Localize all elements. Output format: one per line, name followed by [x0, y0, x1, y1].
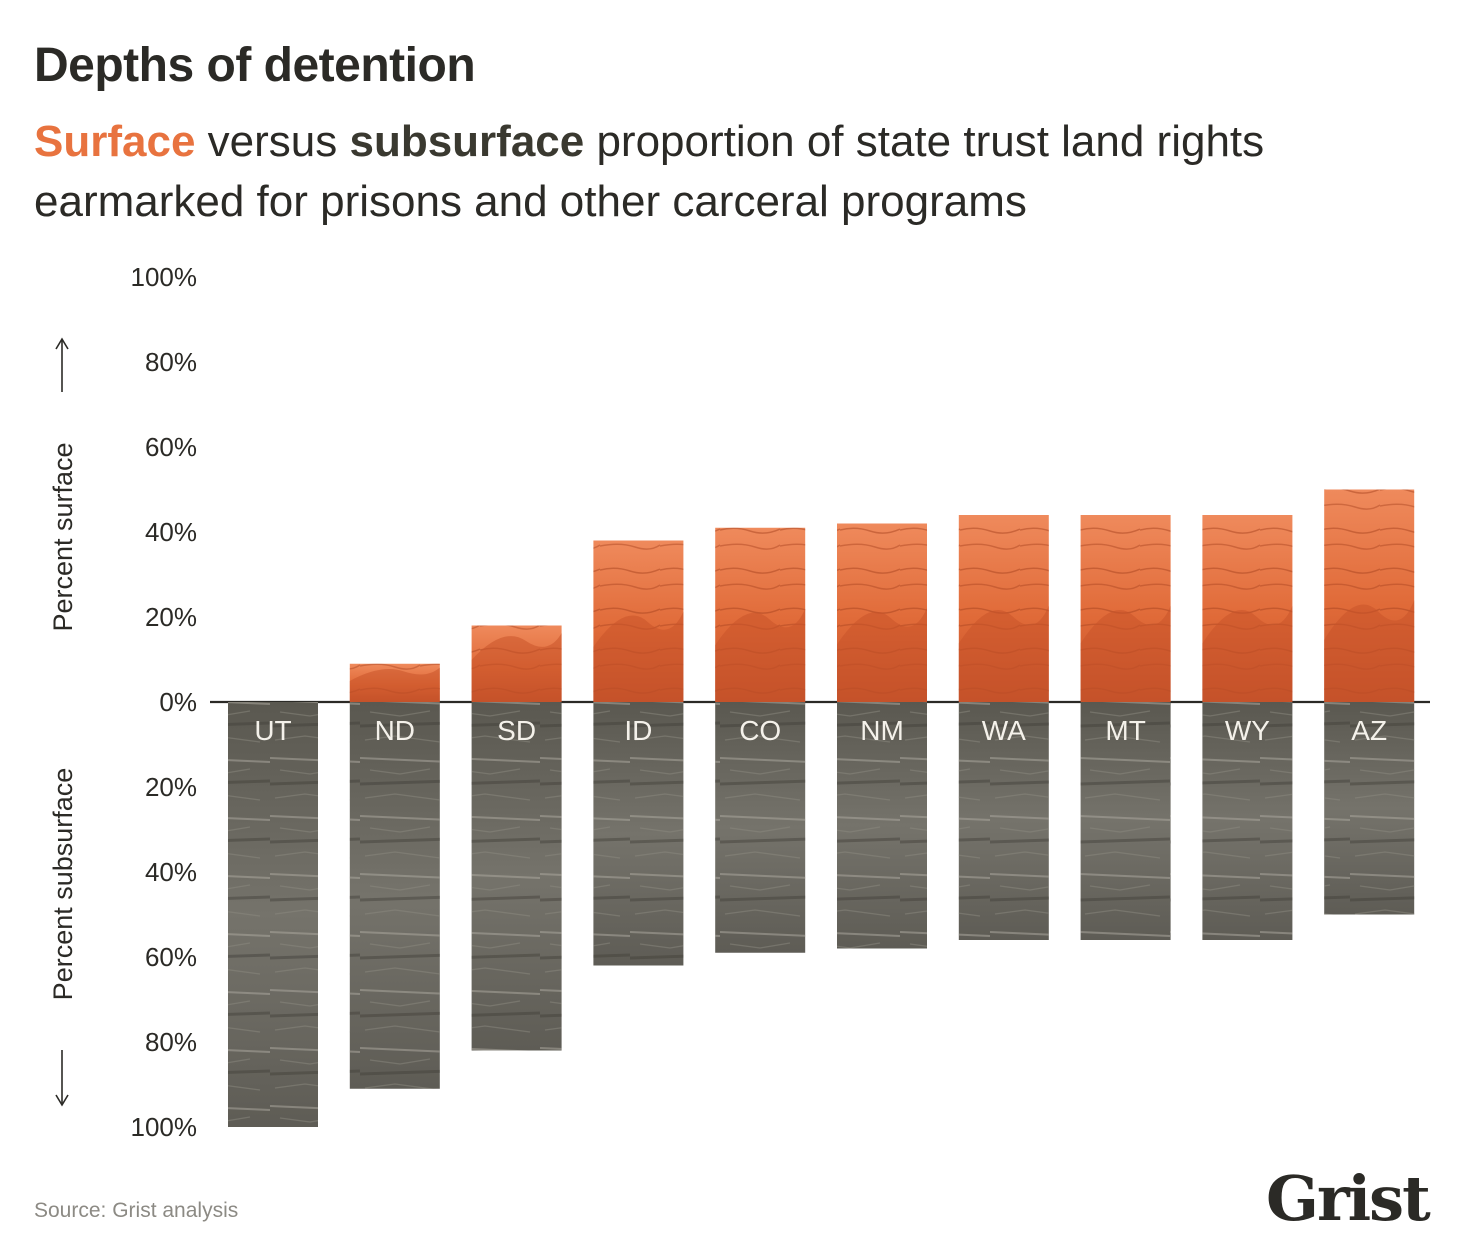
- y-tick-label-up: 60%: [145, 432, 197, 462]
- arrow-down-icon: [55, 1094, 69, 1107]
- category-label: WA: [982, 715, 1026, 746]
- bars: [228, 489, 1415, 1127]
- bar-subsurface-texture: [715, 702, 806, 953]
- bar-surface-ground: [837, 607, 927, 702]
- bar-subsurface-texture: [1202, 702, 1293, 940]
- bar-surface-ground: [349, 667, 440, 702]
- y-tick-label-zero: 0%: [159, 687, 197, 717]
- bar-surface-ground: [471, 633, 562, 702]
- y-tick-label-down: 40%: [145, 857, 197, 887]
- y-axis: 100% 80% 60% 40% 20% 0% 20% 40% 60% 80% 100% Percen…: [48, 262, 1430, 1142]
- subtitle-surface-word: Surface: [34, 117, 196, 166]
- bar-subsurface-texture: [471, 702, 562, 1051]
- bar-subsurface-texture: [228, 702, 318, 1127]
- bar-surface-ground: [1324, 600, 1415, 702]
- bar-subsurface-texture: [593, 702, 684, 966]
- bar-surface-ground: [593, 611, 684, 702]
- grist-logo: Grist: [1266, 1162, 1431, 1235]
- category-label: UT: [254, 715, 291, 746]
- subtitle-rest: proportion of state trust land rights ea…: [34, 117, 1265, 226]
- category-label: MT: [1105, 715, 1145, 746]
- y-tick-label-down: 20%: [145, 772, 197, 802]
- y-tick-label-up: 20%: [145, 602, 197, 632]
- category-label: CO: [739, 715, 781, 746]
- diverging-bar-chart: 100% 80% 60% 40% 20% 0% 20% 40% 60% 80% 100% Percen…: [48, 262, 1430, 1142]
- y-tick-label-down: 80%: [145, 1027, 197, 1057]
- subtitle-subsurface-word: subsurface: [349, 117, 585, 166]
- arrow-up-icon: [55, 337, 69, 350]
- y-tick-label-up: 80%: [145, 347, 197, 377]
- source-note: Source: Grist analysis: [34, 1199, 239, 1222]
- category-label: ND: [375, 715, 415, 746]
- y-axis-title-subsurface: Percent subsurface: [48, 768, 78, 1001]
- bar-subsurface-texture: [1080, 702, 1171, 940]
- chart-subtitle: Surface versus subsurface proportion of …: [34, 112, 1414, 232]
- y-axis-title-surface: Percent surface: [48, 442, 78, 631]
- y-tick-label-up: 100%: [131, 262, 198, 292]
- category-label: WY: [1225, 715, 1270, 746]
- bar-subsurface-texture: [837, 702, 927, 949]
- bar-subsurface-texture: [1324, 702, 1415, 915]
- y-tick-label-down: 100%: [131, 1112, 198, 1142]
- category-label: AZ: [1351, 715, 1387, 746]
- category-labels: UT ND SD ID CO NM WA MT WY AZ: [254, 715, 1387, 746]
- y-tick-label-up: 40%: [145, 517, 197, 547]
- bar-subsurface-texture: [349, 702, 440, 1089]
- y-tick-label-down: 60%: [145, 942, 197, 972]
- bar-surface-ground: [1080, 605, 1171, 702]
- category-label: ID: [624, 715, 652, 746]
- bar-surface-ground: [958, 605, 1049, 702]
- subtitle-versus: versus: [195, 117, 350, 166]
- bar-subsurface-texture: [958, 702, 1049, 940]
- chart-title: Depths of detention: [34, 39, 476, 92]
- bar-surface-ground: [1202, 605, 1293, 702]
- category-label: SD: [497, 715, 536, 746]
- bar-surface-ground: [715, 608, 806, 702]
- category-label: NM: [860, 715, 904, 746]
